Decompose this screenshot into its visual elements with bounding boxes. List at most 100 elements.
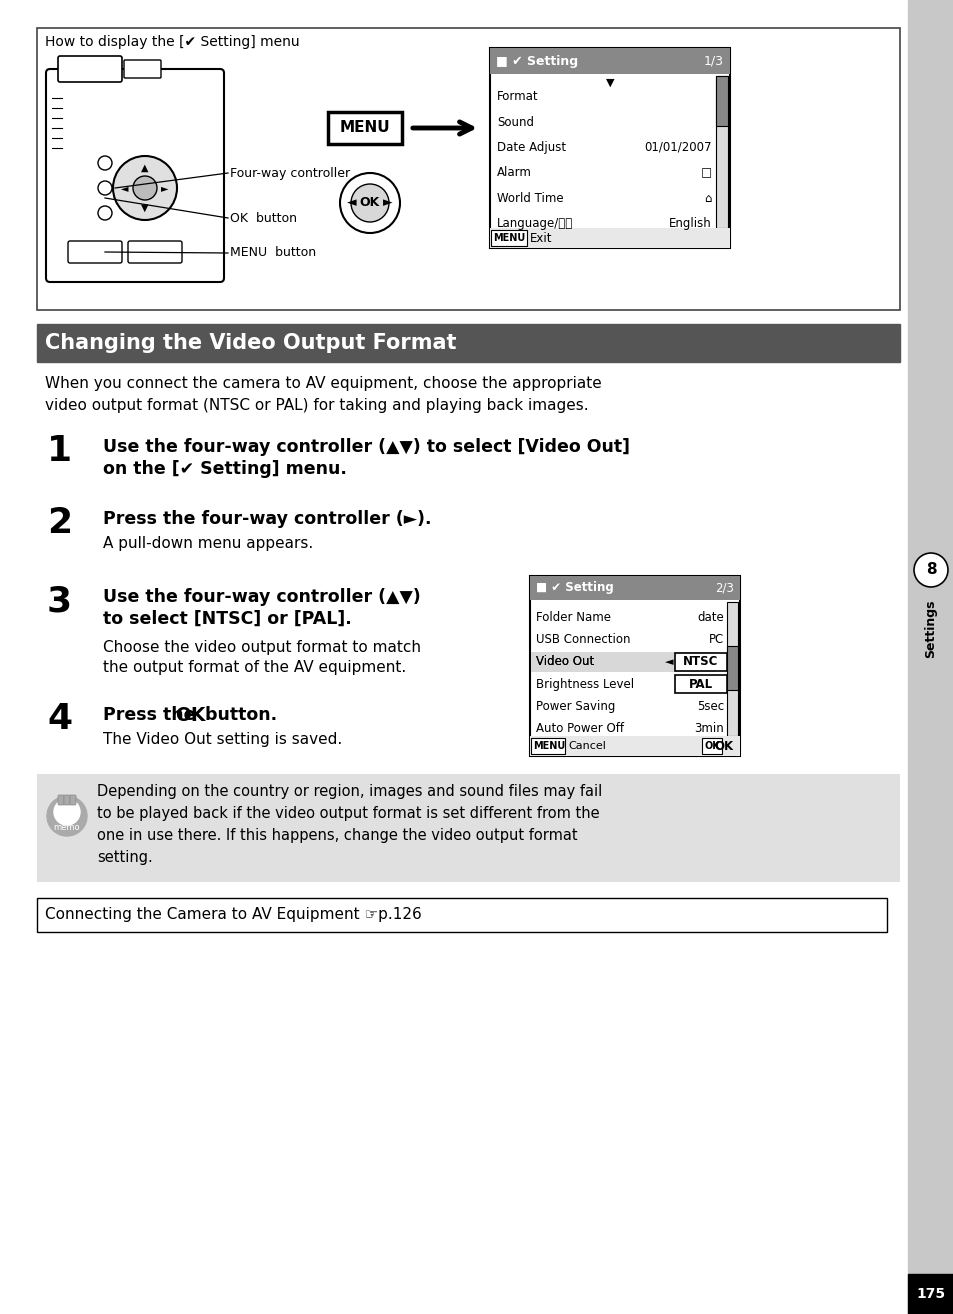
Circle shape	[98, 206, 112, 219]
Text: The Video Out setting is saved.: The Video Out setting is saved.	[103, 732, 342, 746]
Text: Choose the video output format to match: Choose the video output format to match	[103, 640, 420, 654]
Text: Auto Power Off: Auto Power Off	[536, 723, 623, 736]
FancyBboxPatch shape	[64, 795, 70, 805]
Text: MENU: MENU	[493, 233, 525, 243]
Text: ◄: ◄	[347, 197, 356, 209]
Text: to select [NTSC] or [PAL].: to select [NTSC] or [PAL].	[103, 610, 352, 628]
Text: MENU: MENU	[339, 121, 390, 135]
FancyBboxPatch shape	[58, 795, 64, 805]
Text: memo: memo	[53, 824, 80, 833]
Text: OK: OK	[714, 740, 733, 753]
Text: USB Connection: USB Connection	[536, 633, 630, 646]
Text: PAL: PAL	[688, 678, 712, 691]
Text: Sound: Sound	[497, 116, 534, 129]
Text: Use the four-way controller (▲▼) to select [Video Out]: Use the four-way controller (▲▼) to sele…	[103, 438, 629, 456]
Text: How to display the [✔ Setting] menu: How to display the [✔ Setting] menu	[45, 35, 299, 49]
Text: 2/3: 2/3	[715, 582, 733, 594]
Circle shape	[98, 156, 112, 170]
Text: ■ ✔ Setting: ■ ✔ Setting	[536, 582, 613, 594]
Text: to be played back if the video output format is set different from the: to be played back if the video output fo…	[97, 805, 599, 821]
Bar	[701, 738, 721, 754]
Text: When you connect the camera to AV equipment, choose the appropriate: When you connect the camera to AV equipm…	[45, 376, 601, 392]
Text: Four-way controller: Four-way controller	[230, 167, 350, 180]
Text: 175: 175	[916, 1286, 944, 1301]
Text: 1/3: 1/3	[703, 54, 723, 67]
Text: button.: button.	[199, 706, 276, 724]
Text: Use the four-way controller (▲▼): Use the four-way controller (▲▼)	[103, 587, 420, 606]
Circle shape	[351, 184, 389, 222]
FancyBboxPatch shape	[46, 70, 224, 283]
Text: Connecting the Camera to AV Equipment ☞p.126: Connecting the Camera to AV Equipment ☞p…	[45, 908, 421, 922]
Text: ▲: ▲	[141, 163, 149, 173]
Text: Press the: Press the	[103, 706, 201, 724]
Bar	[531, 738, 564, 754]
Circle shape	[47, 796, 87, 836]
Bar	[491, 230, 526, 246]
Bar	[907, 0, 953, 1314]
Text: 8: 8	[924, 562, 935, 577]
Bar	[675, 675, 726, 694]
Bar	[490, 229, 729, 248]
Text: MENU  button: MENU button	[230, 247, 315, 259]
Circle shape	[339, 173, 399, 233]
Text: Brightness Level: Brightness Level	[536, 678, 634, 691]
Circle shape	[913, 553, 947, 587]
Text: OK: OK	[174, 706, 205, 725]
Text: NTSC: NTSC	[682, 656, 718, 669]
Text: 3min: 3min	[694, 723, 723, 736]
Bar	[531, 652, 716, 671]
Text: Press the four-way controller (►).: Press the four-way controller (►).	[103, 510, 431, 528]
Text: World Time: World Time	[497, 192, 563, 205]
FancyBboxPatch shape	[68, 240, 122, 263]
Text: Date Adjust: Date Adjust	[497, 141, 565, 154]
Text: ►: ►	[161, 183, 169, 193]
FancyBboxPatch shape	[124, 60, 161, 78]
Circle shape	[54, 799, 80, 825]
Text: Changing the Video Output Format: Changing the Video Output Format	[45, 332, 456, 353]
Text: Format: Format	[497, 91, 538, 104]
Bar	[37, 28, 899, 310]
Bar	[37, 897, 886, 932]
Text: Folder Name: Folder Name	[536, 611, 610, 624]
Text: 5sec: 5sec	[696, 700, 723, 714]
Bar	[675, 653, 726, 671]
Text: Power Saving: Power Saving	[536, 700, 615, 714]
Text: ◄: ◄	[664, 657, 673, 666]
Circle shape	[112, 156, 177, 219]
Text: the output format of the AV equipment.: the output format of the AV equipment.	[103, 660, 406, 675]
Text: OK: OK	[703, 741, 720, 752]
Text: one in use there. If this happens, change the video output format: one in use there. If this happens, chang…	[97, 828, 577, 844]
Text: A pull-down menu appears.: A pull-down menu appears.	[103, 536, 313, 551]
Text: Alarm: Alarm	[497, 166, 532, 179]
Text: OK: OK	[359, 197, 379, 209]
Text: 3: 3	[47, 583, 72, 618]
Text: OK  button: OK button	[230, 212, 296, 225]
Bar	[37, 774, 899, 882]
Bar	[530, 576, 740, 600]
Bar	[490, 49, 729, 248]
Text: MENU: MENU	[533, 741, 565, 752]
Bar	[726, 646, 738, 690]
Bar	[490, 49, 729, 74]
Bar	[907, 1275, 953, 1314]
Bar	[726, 602, 738, 736]
Bar	[530, 576, 740, 756]
Bar	[716, 76, 727, 229]
Text: Language/言語: Language/言語	[497, 217, 573, 230]
Text: 1: 1	[47, 434, 72, 468]
Text: ▼: ▼	[141, 202, 149, 213]
Text: PC: PC	[708, 633, 723, 646]
Text: Exit: Exit	[530, 231, 552, 244]
Text: 2: 2	[47, 506, 72, 540]
Text: ►: ►	[383, 197, 393, 209]
Text: ■ ✔ Setting: ■ ✔ Setting	[496, 54, 578, 67]
Text: Video Out: Video Out	[536, 656, 594, 669]
Bar	[716, 76, 727, 126]
Text: 4: 4	[47, 702, 72, 736]
FancyBboxPatch shape	[70, 795, 76, 805]
Text: Video Out: Video Out	[536, 656, 594, 669]
Circle shape	[132, 176, 157, 200]
Circle shape	[98, 181, 112, 194]
Bar	[530, 736, 740, 756]
Text: Cancel: Cancel	[567, 741, 605, 752]
